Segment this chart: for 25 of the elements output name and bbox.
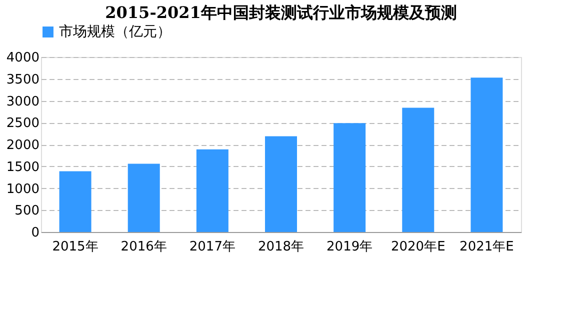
x-tick-label: 2021年E <box>460 240 514 254</box>
legend-label: 市场规模（亿元） <box>59 24 171 40</box>
y-tick-label: 0 <box>31 226 40 240</box>
y-tick-label: 3000 <box>6 94 40 110</box>
bar <box>128 164 160 232</box>
x-tick-label: 2016年 <box>120 240 167 254</box>
x-tick-label: 2020年E <box>390 240 446 254</box>
bar <box>59 171 92 232</box>
y-tick-label: 2500 <box>6 116 40 132</box>
bar <box>402 108 434 232</box>
x-tick-label: 2015年 <box>52 240 98 254</box>
y-tick-label: 2000 <box>6 138 40 153</box>
bar <box>265 136 297 232</box>
chart-title: 2015-2021年中国封装测试行业市场规模及预测 <box>105 3 457 22</box>
x-tick-label: 2018年 <box>258 240 304 254</box>
y-tick-label: 1500 <box>6 160 40 175</box>
y-tick-label: 1000 <box>6 182 40 197</box>
bar <box>470 78 503 232</box>
x-tick-label: 2019年 <box>326 240 373 254</box>
y-tick-label: 3500 <box>6 72 40 88</box>
bar <box>196 149 228 232</box>
y-tick-label: 4000 <box>6 50 40 66</box>
bar <box>334 123 366 232</box>
y-tick-label: 500 <box>14 204 40 219</box>
x-tick-label: 2017年 <box>189 240 236 254</box>
